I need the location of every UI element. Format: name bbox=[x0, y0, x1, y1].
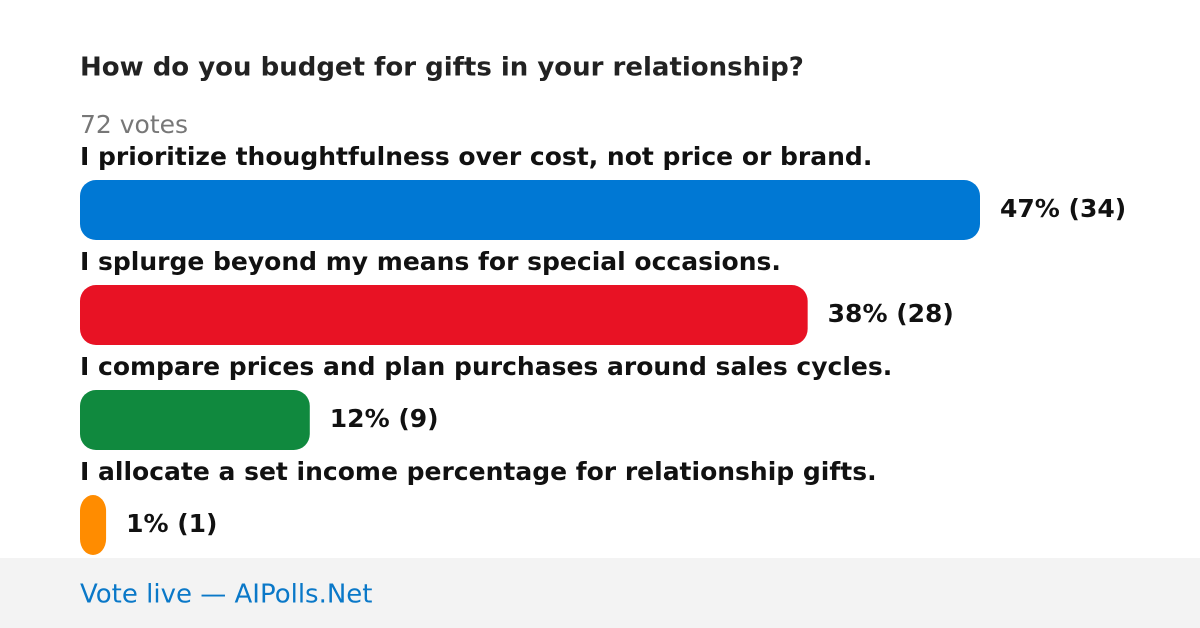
option-label: I prioritize thoughtfulness over cost, n… bbox=[80, 142, 872, 171]
bar bbox=[80, 285, 808, 345]
chart-title: How do you budget for gifts in your rela… bbox=[80, 53, 804, 83]
option-label: I compare prices and plan purchases arou… bbox=[80, 352, 892, 381]
bar bbox=[80, 495, 107, 555]
option-label: I allocate a set income percentage for r… bbox=[80, 457, 877, 486]
footer-band bbox=[0, 558, 1200, 628]
value-label: 1% (1) bbox=[126, 509, 217, 538]
bar bbox=[80, 180, 980, 240]
value-label: 47% (34) bbox=[1000, 194, 1126, 223]
bar bbox=[80, 390, 310, 450]
footer-link[interactable]: Vote live — AIPolls.Net bbox=[80, 580, 373, 610]
value-label: 12% (9) bbox=[330, 404, 439, 433]
value-label: 38% (28) bbox=[828, 299, 954, 328]
option-label: I splurge beyond my means for special oc… bbox=[80, 247, 781, 276]
vote-count: 72 votes bbox=[80, 110, 188, 139]
